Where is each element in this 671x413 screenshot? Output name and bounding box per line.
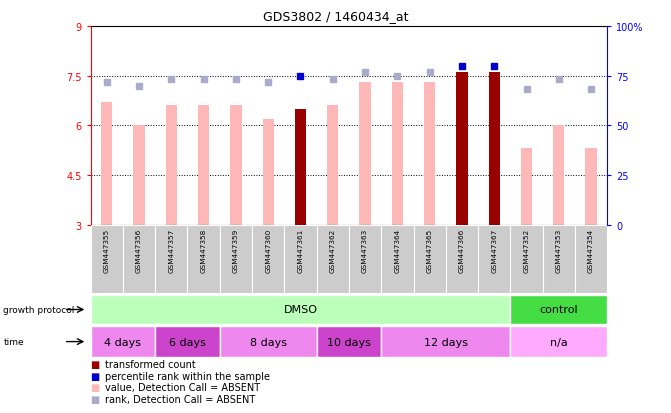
Text: ■: ■ [91, 371, 100, 381]
Bar [295, 109, 306, 225]
Bar [317, 225, 349, 293]
Bar [220, 225, 252, 293]
Bar [543, 225, 575, 293]
Text: GSM447359: GSM447359 [233, 228, 239, 273]
Bar [220, 326, 317, 357]
Text: GSM447356: GSM447356 [136, 228, 142, 273]
Text: 10 days: 10 days [327, 337, 371, 347]
Bar [488, 73, 500, 225]
Text: time: time [3, 337, 24, 346]
Bar [187, 225, 220, 293]
Text: GSM447367: GSM447367 [491, 228, 497, 273]
Text: GSM447363: GSM447363 [362, 228, 368, 273]
Bar [381, 326, 511, 357]
Text: GSM447354: GSM447354 [588, 228, 594, 273]
Text: GSM447365: GSM447365 [427, 228, 433, 273]
Text: rank, Detection Call = ABSENT: rank, Detection Call = ABSENT [105, 394, 256, 404]
Bar [575, 225, 607, 293]
Bar [511, 326, 607, 357]
Bar [123, 225, 155, 293]
Bar [262, 119, 274, 225]
Bar [327, 106, 338, 225]
Text: 8 days: 8 days [250, 337, 287, 347]
Text: GSM447360: GSM447360 [265, 228, 271, 273]
Text: GSM447364: GSM447364 [395, 228, 401, 273]
Text: value, Detection Call = ABSENT: value, Detection Call = ABSENT [105, 382, 260, 392]
Bar [511, 295, 607, 324]
Bar [553, 126, 564, 225]
Bar [91, 295, 511, 324]
Text: GSM447355: GSM447355 [104, 228, 110, 273]
Text: GDS3802 / 1460434_at: GDS3802 / 1460434_at [263, 10, 408, 23]
Bar [413, 225, 446, 293]
Bar [101, 103, 112, 225]
Bar [134, 126, 145, 225]
Text: GSM447358: GSM447358 [201, 228, 207, 273]
Text: GSM447361: GSM447361 [297, 228, 303, 273]
Text: GSM447352: GSM447352 [523, 228, 529, 273]
Bar [381, 225, 413, 293]
Text: 12 days: 12 days [424, 337, 468, 347]
Text: GSM447353: GSM447353 [556, 228, 562, 273]
Bar [424, 83, 435, 225]
Text: DMSO: DMSO [283, 305, 317, 315]
Text: growth protocol: growth protocol [3, 305, 74, 314]
Bar [155, 225, 187, 293]
Bar [349, 225, 381, 293]
Text: GSM447366: GSM447366 [459, 228, 465, 273]
Text: 4 days: 4 days [105, 337, 142, 347]
Text: percentile rank within the sample: percentile rank within the sample [105, 371, 270, 381]
Text: ■: ■ [91, 382, 100, 392]
Bar [198, 106, 209, 225]
Bar [446, 225, 478, 293]
Bar [285, 225, 317, 293]
Bar [392, 83, 403, 225]
Bar [91, 225, 123, 293]
Bar [586, 149, 597, 225]
Text: n/a: n/a [550, 337, 568, 347]
Bar [91, 326, 155, 357]
Bar [478, 225, 511, 293]
Bar [360, 83, 370, 225]
Text: control: control [539, 305, 578, 315]
Bar [456, 73, 468, 225]
Text: GSM447362: GSM447362 [329, 228, 336, 273]
Bar [252, 225, 285, 293]
Text: ■: ■ [91, 359, 100, 369]
Bar [521, 149, 532, 225]
Bar [511, 225, 543, 293]
Bar [317, 326, 381, 357]
Text: GSM447357: GSM447357 [168, 228, 174, 273]
Text: ■: ■ [91, 394, 100, 404]
Bar [230, 106, 242, 225]
Bar [166, 106, 177, 225]
Bar [155, 326, 220, 357]
Text: transformed count: transformed count [105, 359, 196, 369]
Text: 6 days: 6 days [169, 337, 206, 347]
